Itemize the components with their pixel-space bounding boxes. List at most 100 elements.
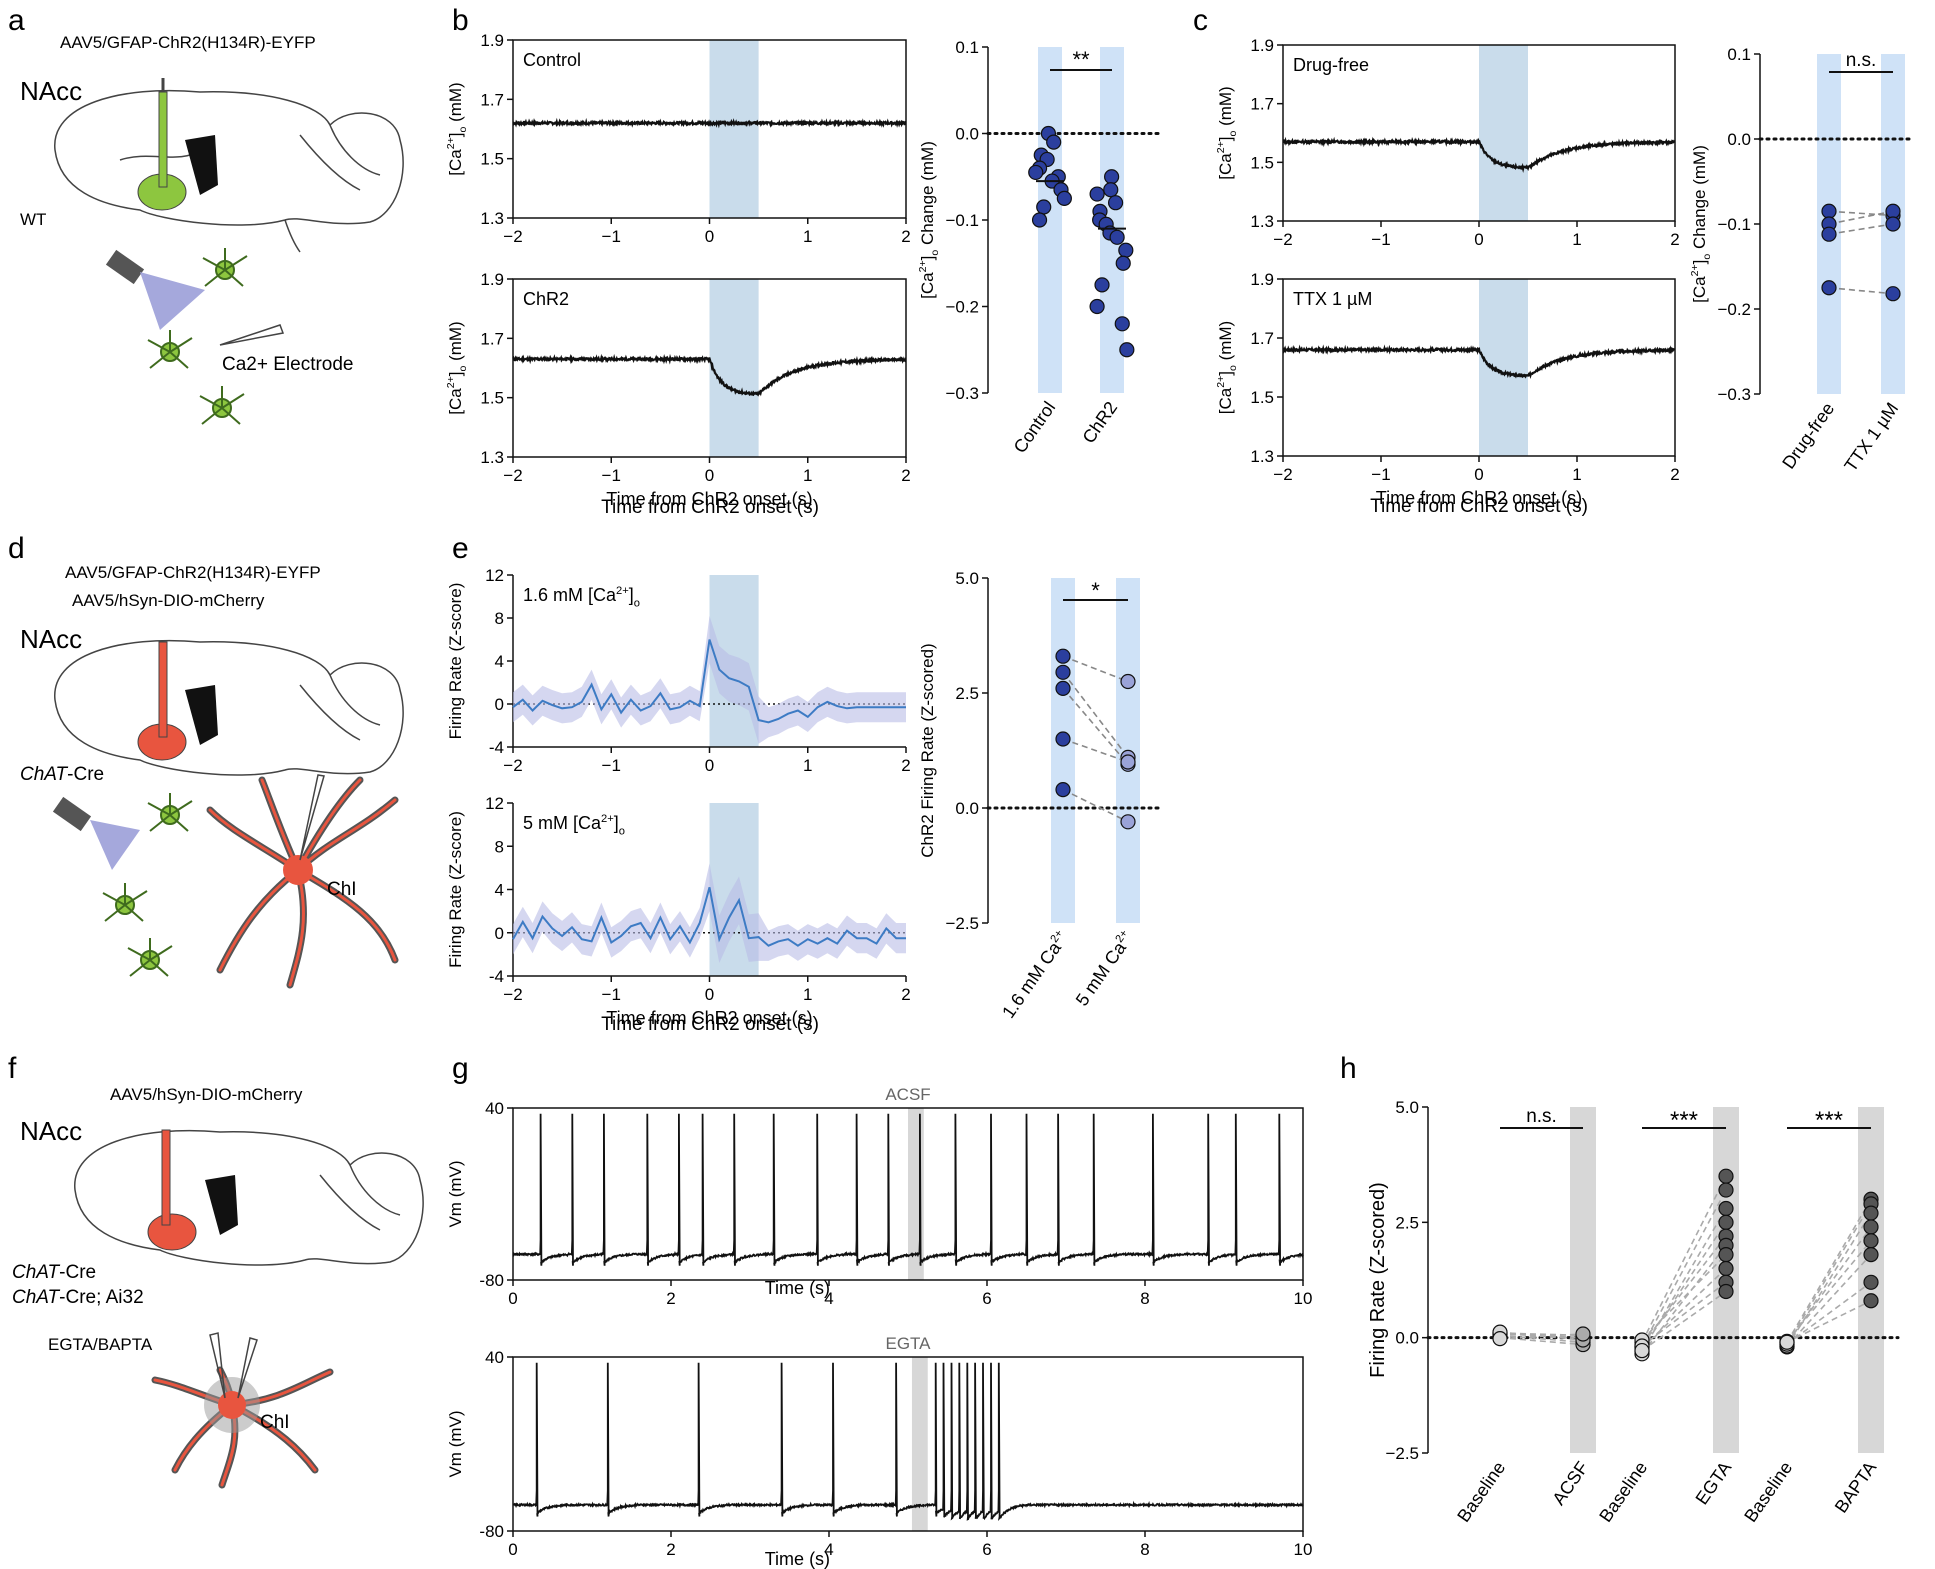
y-axis-label: Firing Rate (Z-score) (446, 811, 465, 968)
pair-line (1786, 1240, 1872, 1342)
x-tick-label: 0 (705, 227, 714, 246)
x-tick-label: BAPTA (1831, 1458, 1880, 1517)
neuron-soma (283, 855, 313, 885)
light-cone (140, 272, 205, 330)
chart-h: −2.5 0.0 2.5 5.0 Firing Rate (Z-scored) Basel… (1367, 1098, 1900, 1526)
virus1-label: AAV5/GFAP-ChR2(H134R)-EYFP (65, 563, 321, 582)
x-tick-label: 1 (1572, 230, 1581, 249)
pair-line (1786, 1198, 1872, 1343)
y-tick-label: 4 (495, 652, 504, 671)
x-tick-label: Drug-free (1778, 399, 1838, 473)
x-tick-label: 4 (824, 1540, 833, 1559)
data-point (1120, 814, 1136, 830)
y-tick-label: 40 (485, 1348, 504, 1367)
x-tick-label: 0 (1474, 465, 1483, 484)
data-point (1863, 1233, 1879, 1249)
pair-line (1828, 286, 1894, 295)
y-tick-label: 1.9 (480, 31, 504, 50)
y-tick-label: 2.5 (955, 684, 979, 703)
data-point (1055, 731, 1071, 747)
pair-line (1641, 1208, 1727, 1352)
drug-label: EGTA/BAPTA (48, 1335, 153, 1354)
y-tick-label: 2.5 (1395, 1213, 1419, 1232)
significance-label: n.s. (1846, 50, 1877, 71)
pair-line (1786, 1203, 1872, 1345)
pair-line (1786, 1254, 1872, 1347)
x-tick-label: 2 (901, 985, 910, 1004)
y-axis-label: Vm (mV) (446, 1160, 465, 1227)
x-axis-label: Time (s) (765, 1549, 830, 1569)
pair-line (1786, 1281, 1872, 1345)
x-tick-label: 10 (1294, 1540, 1313, 1559)
significance-label: ** (1072, 47, 1090, 72)
y-tick-label: 1.3 (480, 448, 504, 467)
x-tick-label: 0 (705, 466, 714, 485)
y-tick-label: 0 (495, 695, 504, 714)
stim-window (1479, 279, 1528, 456)
data-point (1115, 255, 1131, 271)
pair-line (1641, 1290, 1727, 1352)
data-point (1055, 664, 1071, 680)
fiber-optic-icon (105, 249, 145, 285)
astrocyte-icon (102, 793, 193, 977)
stim-window (709, 40, 759, 218)
y-tick-label: 1.7 (1250, 95, 1274, 114)
x-tick-label: 1 (1572, 465, 1581, 484)
x-tick-label: Baseline (1595, 1458, 1651, 1526)
chart-title: Control (523, 50, 581, 70)
data-point (1055, 781, 1071, 798)
sem-band (513, 615, 906, 744)
data-point (1634, 1342, 1650, 1359)
pair-line (1499, 1336, 1584, 1346)
x-tick-label: −1 (1371, 465, 1390, 484)
data-point (1821, 203, 1837, 219)
x-tick-label: 6 (982, 1540, 991, 1559)
y-tick-label: 1.9 (1250, 270, 1274, 289)
y-tick-label: 0.0 (955, 125, 979, 144)
y-tick-label: -4 (489, 967, 504, 986)
x-tick-label: 10 (1294, 1289, 1313, 1308)
data-point (1046, 134, 1062, 150)
virus2-label: AAV5/hSyn-DIO-mCherry (72, 591, 265, 610)
panel-letter-b: b (452, 4, 469, 37)
x-tick-label: Baseline (1453, 1458, 1509, 1526)
x-tick-label: 8 (1140, 1540, 1149, 1559)
x-tick-label: −2 (503, 466, 522, 485)
y-axis-label: [Ca2+]o (mM) (1215, 321, 1239, 414)
brain-outline (74, 1129, 424, 1266)
y-tick-label: 1.7 (480, 90, 504, 109)
y-tick-label: 5.0 (1395, 1098, 1419, 1117)
data-point (1031, 212, 1048, 228)
chart-title: ACSF (885, 1085, 930, 1104)
schematic-f: AAV5/hSyn-DIO-mCherry NAcc ChAT-Cre ChAT… (12, 1085, 424, 1489)
trace-line (1282, 136, 1676, 174)
brain-outline (54, 639, 404, 776)
stim-window (709, 279, 759, 457)
data-point (1104, 169, 1120, 185)
panel-letter-d: d (8, 532, 25, 565)
y-tick-label: −0.2 (1717, 300, 1751, 319)
x-tick-label: ChR2 (1078, 398, 1121, 447)
x-tick-label: −1 (602, 227, 621, 246)
chart-title: TTX 1 µM (1293, 289, 1372, 309)
genotype1-italic: ChAT (12, 1262, 61, 1283)
y-tick-label: 1.3 (1250, 447, 1274, 466)
chart-b-control: 1.3 1.5 1.7 1.9 −2 −1 0 1 2 Control [Ca2+]o (mM) (445, 31, 911, 246)
x-tick-label: 2 (666, 1289, 675, 1308)
y-tick-label: 0.0 (955, 799, 979, 818)
genotype2-label: ChAT-Cre; Ai32 (12, 1287, 144, 1308)
x-tick-label: 1 (803, 756, 812, 775)
pair-line (1828, 210, 1894, 217)
x-axis-label: Time (s) (765, 1278, 830, 1298)
astrocyte-icon (147, 248, 248, 425)
data-point (1718, 1182, 1734, 1198)
pair-line (1062, 671, 1129, 758)
group-column (1570, 1107, 1596, 1453)
x-tick-label: EGTA (1692, 1458, 1736, 1509)
data-point (1094, 277, 1110, 293)
y-tick-label: 0.1 (1727, 45, 1751, 64)
trace-line (512, 353, 907, 397)
significance-label: *** (1815, 1107, 1843, 1134)
pair-line (1641, 1281, 1727, 1347)
